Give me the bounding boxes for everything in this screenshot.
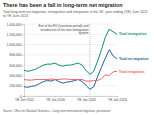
y-tick: 1,400,000 bbox=[7, 23, 24, 27]
series-label: Total net migration bbox=[119, 57, 148, 61]
y-tick-mark bbox=[23, 34, 25, 35]
x-axis: YE Jun 2012 YE Jun 2016 YE Jun 2020 YE Jun … bbox=[15, 96, 127, 102]
y-tick-label: 400,000 bbox=[10, 74, 22, 78]
x-tick: YE Jun 2012 bbox=[15, 96, 34, 102]
annotation-line bbox=[89, 24, 90, 96]
x-axis-line bbox=[25, 97, 118, 98]
lines bbox=[24, 29, 117, 89]
grid-line bbox=[24, 85, 117, 86]
y-tick-label: 1,400,000 bbox=[7, 23, 22, 27]
y-tick: 1,200,000 bbox=[7, 33, 24, 37]
grid-line bbox=[24, 54, 117, 55]
title: There has been a fall in long-term net m… bbox=[3, 2, 123, 8]
y-tick: 600,000 bbox=[10, 64, 24, 68]
y-tick-mark bbox=[23, 75, 25, 76]
source: Source: Office for National Statistics –… bbox=[3, 109, 111, 113]
x-tick: YE Jun 2020 bbox=[77, 96, 96, 102]
y-tick-mark bbox=[23, 24, 25, 25]
y-axis: 0200,000400,000600,000800,0001,000,0001,… bbox=[7, 23, 25, 99]
text-line: system bbox=[79, 31, 89, 35]
series-line bbox=[24, 71, 117, 81]
x-tick-label: YE Jun 2016 bbox=[46, 98, 65, 102]
subtitle: Total long-term net migration, immigrati… bbox=[3, 10, 148, 18]
x-tick-label: YE Jun 2012 bbox=[15, 98, 34, 102]
y-tick-label: 1,200,000 bbox=[7, 33, 22, 37]
grid-line bbox=[24, 75, 117, 76]
annotation: Exit of the EU (transition period) andin… bbox=[39, 24, 89, 35]
y-axis-line bbox=[23, 25, 25, 97]
series-line bbox=[24, 50, 117, 90]
y-tick-mark bbox=[23, 86, 25, 87]
y-tick: 1,000,000 bbox=[7, 43, 24, 47]
grid-line bbox=[24, 96, 117, 97]
y-tick-label: 800,000 bbox=[10, 53, 22, 57]
x-tick: YE Jun 2016 bbox=[46, 96, 65, 102]
text-line: to YE June 2024 bbox=[3, 14, 28, 18]
x-tick: YE Jun 2024 bbox=[108, 96, 127, 102]
x-tick-label: YE Jun 2024 bbox=[108, 98, 127, 102]
y-tick: 800,000 bbox=[10, 53, 24, 57]
y-tick-label: 1,000,000 bbox=[7, 43, 22, 47]
y-tick-label: 200,000 bbox=[10, 84, 22, 88]
series-line bbox=[24, 29, 117, 74]
grid bbox=[24, 24, 117, 96]
y-tick-mark bbox=[23, 65, 25, 66]
series-label: Total emigration bbox=[119, 70, 144, 74]
chart: There has been a fall in long-term net m… bbox=[0, 0, 154, 115]
y-tick-mark bbox=[23, 55, 25, 56]
y-tick-mark bbox=[23, 45, 25, 46]
y-tick: 200,000 bbox=[10, 84, 24, 88]
y-tick-label: 600,000 bbox=[10, 64, 22, 68]
y-tick: 400,000 bbox=[10, 74, 24, 78]
series-label: Total immigration bbox=[119, 32, 146, 36]
grid-line bbox=[24, 34, 117, 35]
x-tick-label: YE Jun 2020 bbox=[77, 98, 96, 102]
